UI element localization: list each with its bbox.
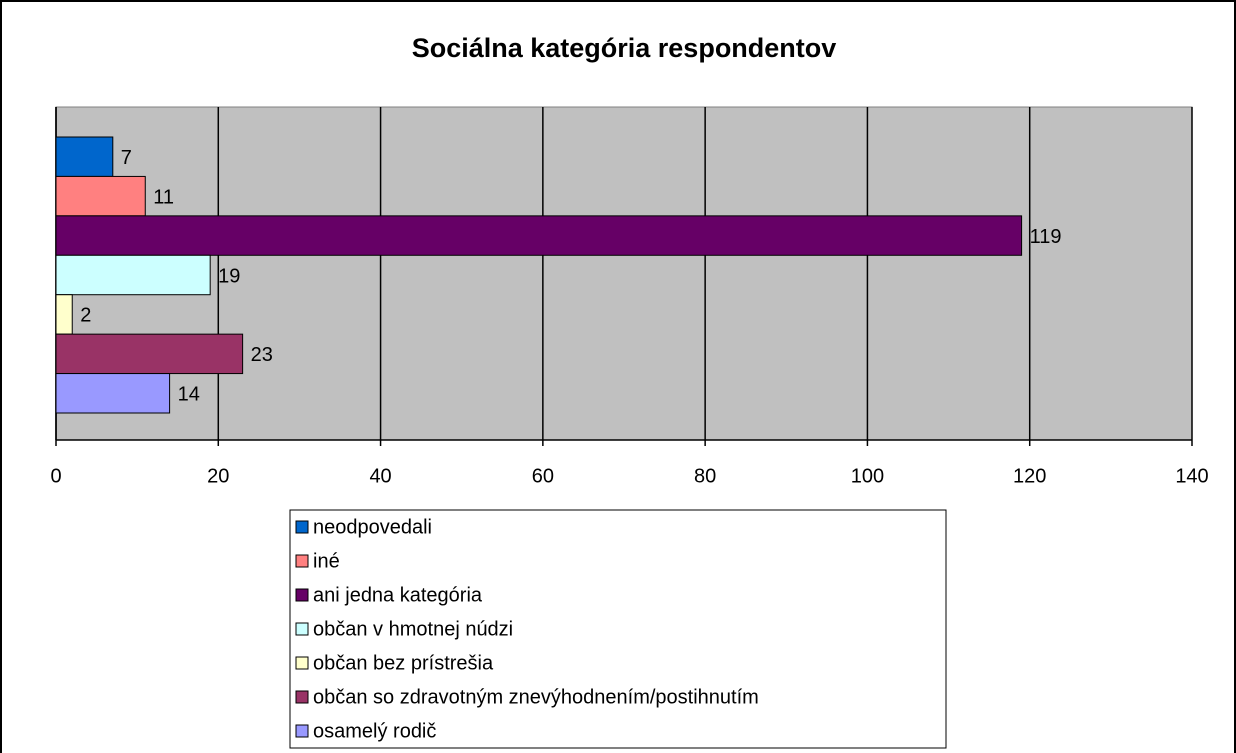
bar	[55, 175, 146, 217]
x-tick-label: 20	[207, 465, 229, 487]
x-tick-label: 120	[1013, 465, 1046, 487]
x-tick-label: 140	[1175, 465, 1208, 487]
bar	[55, 254, 211, 296]
legend-swatch	[295, 554, 309, 568]
data-label: 2	[80, 305, 91, 327]
legend-swatch	[295, 622, 309, 636]
data-label: 7	[121, 147, 132, 169]
legend-swatch	[295, 588, 309, 602]
x-tick-label: 80	[694, 465, 716, 487]
bar	[55, 373, 171, 414]
data-label: 23	[251, 344, 273, 366]
legend-label: občan so zdravotným znevýhodnením/postih…	[313, 686, 759, 708]
data-label: 119	[1030, 226, 1062, 248]
bar	[55, 333, 244, 375]
x-tick-label: 40	[369, 465, 391, 487]
legend-swatch	[295, 656, 309, 670]
bar	[55, 215, 1023, 256]
data-label: 19	[218, 265, 240, 287]
legend-box	[289, 509, 947, 749]
plot-area	[55, 106, 1193, 441]
legend-label: občan v hmotnej núdzi	[313, 618, 513, 640]
legend-label: ani jedna kategória	[313, 584, 483, 606]
legend-swatch	[295, 520, 309, 534]
legend-swatch	[295, 724, 309, 738]
bar	[55, 294, 73, 335]
chart-title: Sociálna kategória respondentov	[412, 33, 837, 63]
x-tick-label: 100	[851, 465, 884, 487]
data-label: 14	[178, 384, 200, 406]
legend-label: neodpovedali	[313, 516, 432, 538]
data-label: 11	[153, 186, 174, 208]
legend-swatch	[295, 690, 309, 704]
x-tick-label: 60	[532, 465, 554, 487]
legend-label: osamelý rodič	[313, 720, 436, 742]
legend-label: iné	[313, 550, 340, 572]
bar	[55, 136, 114, 177]
x-tick-label: 0	[50, 465, 61, 487]
legend-label: občan bez prístrešia	[313, 652, 494, 674]
